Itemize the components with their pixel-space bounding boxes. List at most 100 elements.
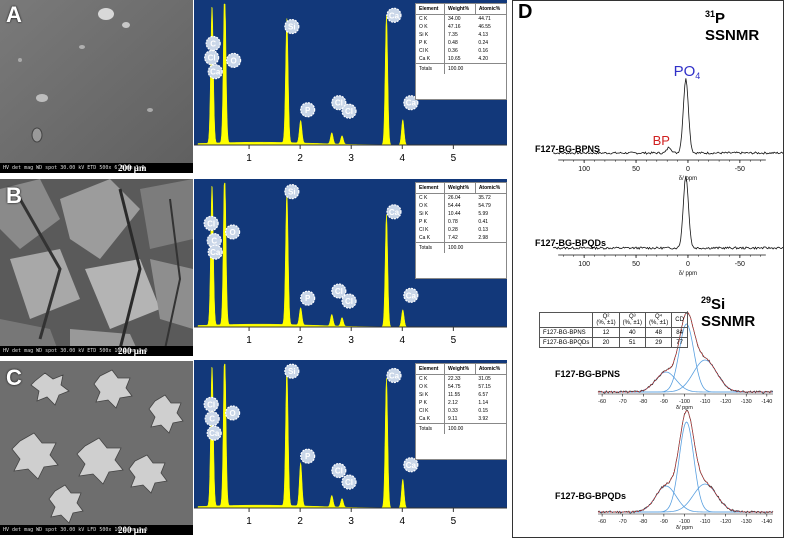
- eds-peak-label: Cl: [204, 49, 220, 66]
- svg-text:Cl: Cl: [345, 297, 353, 306]
- si-tick-label: -110: [700, 519, 711, 525]
- si-table-header: CD: [671, 312, 688, 328]
- eds-table-header: Element: [416, 183, 445, 194]
- eds-peak-label: O: [224, 405, 241, 421]
- si-bpqds-fit: [598, 410, 773, 513]
- si-tick-label: -120: [720, 399, 731, 405]
- eds-peak-label: Cl: [341, 103, 357, 119]
- eds-cell: Ca K: [419, 56, 431, 62]
- eds-cell: 0.13: [478, 227, 489, 233]
- eds-table: Element Weight% Atomic% C K 22.33 31.05 O K 54.…: [415, 363, 507, 460]
- si-table-cell: 84: [671, 327, 688, 338]
- eds-total-label: Totals: [416, 423, 445, 434]
- eds-cell: 3.92: [478, 416, 489, 422]
- svg-text:Ca: Ca: [389, 11, 400, 20]
- eds-cell: 0.78: [444, 218, 476, 226]
- eds-cell: 7.35: [444, 31, 476, 39]
- eds-table-header: Atomic%: [474, 364, 506, 375]
- si-table-header: Q² (%, ±1): [592, 312, 620, 328]
- eds-tick-label: 3: [348, 516, 354, 527]
- svg-text:Ca: Ca: [406, 99, 417, 108]
- eds-total-label: Totals: [416, 63, 445, 74]
- p-axis-label: δ/ ppm: [679, 271, 697, 277]
- eds-table: Element Weight% Atomic% C K 34.00 44.71 O K 47.…: [415, 3, 507, 100]
- eds-cell: 9.11: [444, 415, 476, 424]
- eds-peak-label: Ca: [403, 95, 419, 111]
- eds-cell: 10.44: [444, 210, 476, 218]
- p-spectrum-bpns: [552, 78, 783, 155]
- eds-cell: 26.04: [444, 193, 476, 202]
- eds-tick-label: 5: [451, 516, 457, 527]
- svg-text:O: O: [229, 409, 235, 418]
- svg-text:C: C: [210, 39, 216, 48]
- scale-bar-label: 200 µm: [118, 525, 147, 535]
- p-spectrum-bpqds: [552, 175, 783, 250]
- eds-cell: Si K: [419, 392, 429, 398]
- si-tick-label: -60: [598, 519, 606, 525]
- svg-text:Ca: Ca: [406, 291, 417, 300]
- eds-cell: 46.55: [478, 24, 491, 30]
- eds-peak-label: Cl: [331, 462, 347, 479]
- scale-bar-label: 200 µm: [118, 163, 147, 173]
- p-axis: 100 50 0 -50 δ/ ppm: [558, 159, 766, 182]
- si-table-corner: [538, 312, 594, 328]
- sem-info-bar: HV det mag WD spot 30.00 kV ETD 500x 6.8…: [0, 163, 193, 173]
- si-tick-label: -90: [660, 519, 668, 525]
- eds-cell: Ca K: [419, 416, 431, 422]
- svg-text:Si: Si: [288, 23, 296, 32]
- eds-peak-label: Si: [284, 18, 300, 35]
- svg-text:Si: Si: [288, 188, 296, 197]
- eds-peak-label: Ca: [207, 64, 223, 80]
- eds-peak-label: Ca: [386, 204, 402, 220]
- svg-text:Ca: Ca: [210, 248, 221, 257]
- eds-cell: 0.41: [478, 219, 489, 225]
- eds-total-value: 100.00: [444, 242, 476, 253]
- sem-meta: HV det mag WD spot 30.00 kV LFD 500x 10.…: [3, 527, 148, 533]
- eds-cell: 4.13: [478, 32, 489, 38]
- si-axis: -60 -70 -80 -90 -100 -110 -120 -130 -140 δ/ ppm: [598, 393, 773, 411]
- si-table-header: Q³ (%, ±1): [618, 312, 646, 328]
- eds-peak-label: P: [300, 102, 316, 118]
- eds-peak-label: Ca: [207, 244, 223, 260]
- panel-letter-c: C: [6, 365, 22, 390]
- nmr-panel: D 31P SSNMR 100 50 0 -50 δ/ ppm 100 50 0 -50 δ/ p…: [512, 0, 784, 538]
- sem-texture-a: [0, 0, 193, 173]
- panel-letter-d: D: [518, 1, 533, 23]
- sem-meta: HV det mag WD spot 30.00 kV ETD 500x 6.8…: [3, 165, 145, 171]
- sem-texture-b: [0, 179, 193, 356]
- eds-cell: O K: [419, 384, 428, 390]
- eds-tick-label: 2: [297, 153, 303, 164]
- sem-info-bar: HV det mag WD spot 30.00 kV LFD 500x 10.…: [0, 525, 193, 535]
- eds-cell: P K: [419, 219, 427, 225]
- eds-tick-label: 1: [246, 335, 252, 346]
- svg-text:C: C: [211, 237, 217, 246]
- eds-cell: 54.75: [444, 383, 476, 391]
- si-table-cell: F127-BG-BPQDs: [538, 337, 594, 348]
- svg-text:Ca: Ca: [406, 461, 417, 470]
- si-tick-label: -130: [741, 399, 752, 405]
- panel-letter-b: B: [6, 183, 22, 208]
- eds-cell: Cl K: [419, 48, 429, 54]
- svg-text:Cl: Cl: [335, 467, 343, 476]
- eds-table: Element Weight% Atomic% C K 26.04 35.72 O K 54.…: [415, 182, 507, 279]
- eds-total-value: 100.00: [444, 423, 476, 434]
- si-axis-label: δ/ ppm: [676, 405, 693, 411]
- eds-tick-label: 2: [297, 516, 303, 527]
- eds-table-header: Atomic%: [474, 4, 506, 15]
- eds-table-header: Atomic%: [474, 183, 506, 194]
- eds-cell: O K: [419, 24, 428, 30]
- eds-total-value: 100.00: [444, 63, 476, 74]
- eds-tick-label: 1: [246, 153, 252, 164]
- eds-table-header: Weight%: [444, 364, 476, 375]
- p-tick-label: 50: [632, 166, 640, 173]
- eds-cell: 35.72: [478, 195, 491, 201]
- eds-tick-label: 4: [400, 153, 406, 164]
- eds-spectrum-c: 1 2 3 4 5 Cl C Ca O Si P Cl Cl Ca Ca Element Weight% Ato…: [194, 360, 507, 536]
- si-tick-label: -140: [761, 399, 772, 405]
- eds-cell: 5.99: [478, 211, 489, 217]
- sem-texture-c: [0, 361, 193, 535]
- svg-text:O: O: [231, 56, 237, 65]
- svg-text:Cl: Cl: [345, 478, 353, 487]
- eds-peak-label: Si: [284, 363, 300, 379]
- svg-text:Ca: Ca: [389, 372, 400, 381]
